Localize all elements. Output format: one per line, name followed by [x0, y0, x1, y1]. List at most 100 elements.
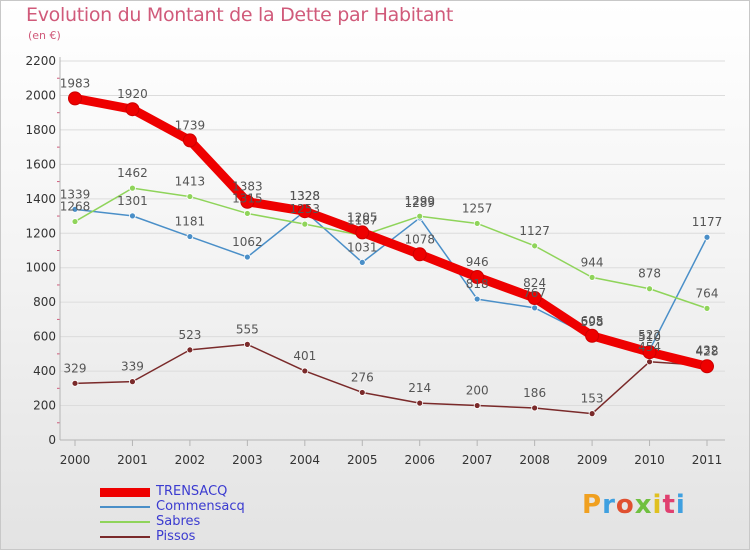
data-label: 186 — [523, 386, 546, 400]
data-label: 605 — [581, 314, 604, 328]
data-point — [186, 193, 194, 200]
data-point — [703, 233, 711, 241]
data-point — [186, 346, 194, 354]
legend-label: TRENSACQ — [156, 484, 228, 499]
data-point — [71, 218, 79, 225]
data-point — [646, 285, 653, 293]
data-label: 1328 — [290, 189, 321, 203]
series-sabres — [71, 184, 711, 312]
data-label: 1462 — [117, 166, 148, 180]
series-line — [74, 208, 708, 351]
data-point — [358, 389, 366, 396]
data-point — [642, 345, 657, 360]
y-tick-label: 600 — [33, 330, 56, 344]
y-tick-label: 400 — [33, 364, 56, 378]
data-label: 944 — [581, 255, 604, 269]
data-point — [700, 359, 714, 374]
x-tick-label: 2007 — [462, 453, 493, 467]
legend-swatch — [100, 488, 150, 497]
data-point — [243, 253, 251, 261]
data-label: 878 — [638, 267, 661, 281]
data-point — [297, 204, 312, 219]
logo-letter: o — [615, 490, 635, 520]
data-label: 1983 — [60, 76, 91, 90]
logo-letter: r — [602, 490, 616, 520]
x-tick-label: 2009 — [577, 453, 608, 467]
data-label: 764 — [696, 286, 719, 300]
data-label: 1177 — [692, 215, 723, 229]
data-point — [68, 91, 82, 106]
series-line — [70, 93, 712, 371]
data-point — [355, 225, 370, 240]
data-point — [412, 247, 427, 262]
data-label: 818 — [466, 277, 489, 291]
data-label: 824 — [523, 276, 546, 290]
data-label: 153 — [581, 392, 604, 406]
logo-letter: i — [675, 490, 686, 520]
data-point — [646, 358, 653, 366]
series-pissos — [71, 340, 711, 418]
data-point — [240, 194, 255, 209]
x-tick-label: 2000 — [60, 453, 91, 467]
logo-letter: x — [634, 490, 653, 520]
data-label: 1289 — [404, 196, 435, 210]
data-point — [416, 399, 424, 407]
data-label: 1127 — [519, 224, 550, 238]
data-point — [243, 210, 251, 217]
data-label: 1062 — [232, 235, 263, 249]
y-tick-label: 2000 — [25, 88, 56, 102]
x-tick-label: 2005 — [347, 453, 378, 467]
x-tick-label: 2006 — [404, 453, 435, 467]
series-line — [74, 343, 708, 415]
data-point — [588, 410, 596, 418]
proxiti-logo: Proxiti — [582, 490, 686, 520]
data-labels: 1983 1920 1739 1383 1328 1205 1078 946 824 605 510… — [60, 76, 723, 405]
y-tick-label: 1600 — [25, 157, 56, 171]
x-tick-label: 2008 — [519, 453, 550, 467]
y-tick-label: 1800 — [25, 123, 56, 137]
y-tick-label: 200 — [33, 399, 56, 413]
data-label: 454 — [638, 340, 661, 354]
x-tick-label: 2010 — [634, 453, 665, 467]
data-point — [531, 404, 539, 412]
y-tick-label: 800 — [33, 295, 56, 309]
x-tick-label: 2011 — [692, 453, 723, 467]
data-label: 598 — [581, 315, 604, 329]
data-label: 1739 — [175, 118, 206, 132]
data-label: 1253 — [290, 202, 321, 216]
y-tick-label: 1200 — [25, 226, 56, 240]
data-label: 401 — [293, 349, 316, 363]
legend-swatch — [100, 521, 150, 523]
data-point — [527, 291, 542, 306]
data-point — [129, 184, 136, 192]
data-point — [243, 340, 251, 348]
data-point — [585, 328, 600, 343]
data-point — [531, 242, 539, 250]
data-label: 555 — [236, 322, 259, 336]
data-point — [703, 304, 711, 312]
legend-swatch — [100, 536, 150, 538]
data-point — [301, 220, 309, 228]
legend-label: Pissos — [156, 529, 196, 544]
data-label: 432 — [696, 344, 719, 358]
data-label: 1413 — [175, 175, 206, 189]
data-label: 522 — [638, 328, 661, 342]
data-label: 1181 — [175, 215, 206, 229]
series-commensacq — [71, 205, 711, 354]
data-point — [125, 102, 140, 117]
data-point — [416, 212, 424, 220]
data-point — [531, 304, 539, 312]
data-point — [71, 379, 79, 387]
data-label: 428 — [696, 344, 719, 358]
data-point — [470, 270, 485, 285]
legend-label: Commensacq — [156, 499, 245, 514]
data-point — [358, 258, 366, 266]
data-point — [186, 233, 194, 240]
data-label: 1339 — [60, 187, 91, 201]
data-point — [129, 378, 136, 385]
legend-label: Sabres — [156, 514, 201, 529]
logo-letter: i — [652, 490, 663, 520]
data-point — [473, 402, 481, 409]
